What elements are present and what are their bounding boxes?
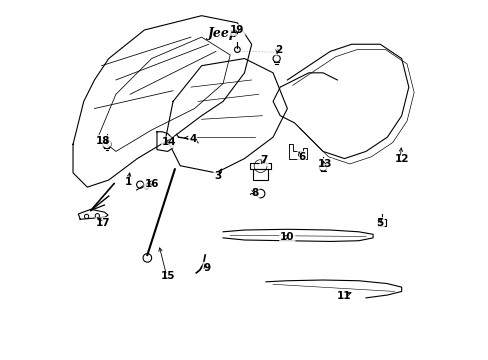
Text: 1: 1 bbox=[124, 177, 132, 187]
Text: 8: 8 bbox=[251, 188, 258, 198]
Text: 18: 18 bbox=[96, 136, 110, 146]
Bar bbox=[378, 219, 386, 226]
Bar bbox=[249, 163, 271, 169]
Text: 5: 5 bbox=[376, 218, 383, 228]
Text: 12: 12 bbox=[394, 154, 408, 163]
Text: 14: 14 bbox=[162, 138, 177, 148]
Text: 10: 10 bbox=[280, 232, 294, 242]
Text: 19: 19 bbox=[230, 25, 244, 35]
Text: 7: 7 bbox=[260, 156, 267, 165]
Text: 17: 17 bbox=[96, 218, 110, 228]
Text: 2: 2 bbox=[274, 45, 282, 55]
Text: 4: 4 bbox=[189, 134, 196, 144]
Text: Jeep: Jeep bbox=[207, 27, 238, 40]
Text: 13: 13 bbox=[317, 159, 331, 169]
Text: 16: 16 bbox=[144, 179, 159, 189]
Text: 9: 9 bbox=[203, 262, 210, 273]
Bar bbox=[252, 169, 268, 180]
Text: 15: 15 bbox=[160, 271, 175, 282]
Text: 11: 11 bbox=[337, 291, 351, 301]
Text: 6: 6 bbox=[297, 152, 305, 162]
Text: 3: 3 bbox=[214, 171, 221, 181]
